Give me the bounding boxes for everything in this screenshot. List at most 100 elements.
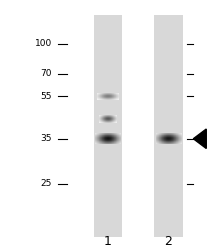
Bar [97,136,98,137]
Bar [109,141,110,142]
Bar [96,138,97,139]
Bar [166,138,167,139]
Bar [115,139,116,140]
Bar [97,138,98,139]
Bar [102,143,103,144]
Bar [178,134,179,135]
Bar [98,135,99,136]
Bar [168,133,169,134]
Bar [180,140,181,141]
Bar [102,140,103,141]
Bar [110,141,111,142]
Bar [171,136,172,137]
Bar [105,137,106,138]
Bar [105,143,106,144]
Bar [97,139,98,140]
Bar [171,137,172,138]
Bar [158,133,159,134]
Bar [179,136,180,137]
Bar [119,137,120,138]
Bar [102,136,103,137]
Bar [117,143,118,144]
Bar [119,143,120,144]
Bar [174,134,175,135]
Bar [177,137,178,138]
Bar [163,139,164,140]
Bar [119,136,120,137]
Bar [159,142,160,143]
Bar [169,138,170,139]
Bar [96,142,97,143]
Bar [99,136,100,137]
Bar [115,143,116,144]
Bar [100,133,101,134]
Bar [111,137,112,138]
Bar [101,134,102,135]
Bar [102,138,103,139]
Bar [157,139,158,140]
Bar [178,136,179,137]
Bar [98,139,99,140]
Bar [173,135,174,136]
Bar [114,134,115,135]
Bar [177,142,178,143]
Bar [120,137,121,138]
Bar [168,137,169,138]
Bar [179,134,180,135]
Bar [114,142,115,143]
Bar [164,141,165,142]
Bar [117,133,118,134]
Bar [180,139,181,140]
Bar [157,142,158,143]
Bar [108,136,109,137]
Bar [119,133,120,134]
Bar [113,138,114,139]
Bar [167,142,168,143]
Bar [116,135,117,136]
Bar [118,135,119,136]
Bar [97,143,98,144]
Bar [163,135,164,136]
Bar [98,143,99,144]
Bar [168,142,169,143]
Bar [181,138,182,139]
Bar [97,134,98,135]
Bar [113,137,114,138]
Bar [180,141,181,142]
Bar [117,141,118,142]
Bar [107,137,108,138]
Bar [118,133,119,134]
Bar [180,137,181,138]
Bar [181,136,182,137]
Bar [120,140,121,141]
Bar [114,133,115,134]
Bar [159,134,160,135]
Bar [162,137,163,138]
Bar [102,142,103,143]
Bar [99,133,100,134]
Bar [113,135,114,136]
Bar [176,135,177,136]
Bar [112,136,113,137]
Bar [104,136,105,137]
Bar [168,139,169,140]
Bar [171,142,172,143]
Bar [174,137,175,138]
Bar [180,136,181,137]
Bar [159,139,160,140]
Bar [177,135,178,136]
Bar [169,137,170,138]
Bar [158,134,159,135]
Bar [158,143,159,144]
Bar [170,140,171,141]
Bar [163,137,164,138]
Bar [175,142,176,143]
Bar [109,137,110,138]
Bar [119,139,120,140]
Bar [157,141,158,142]
Bar [178,133,179,134]
Bar [106,134,107,135]
Bar [179,143,180,144]
Bar [163,143,164,144]
Bar [156,143,157,144]
